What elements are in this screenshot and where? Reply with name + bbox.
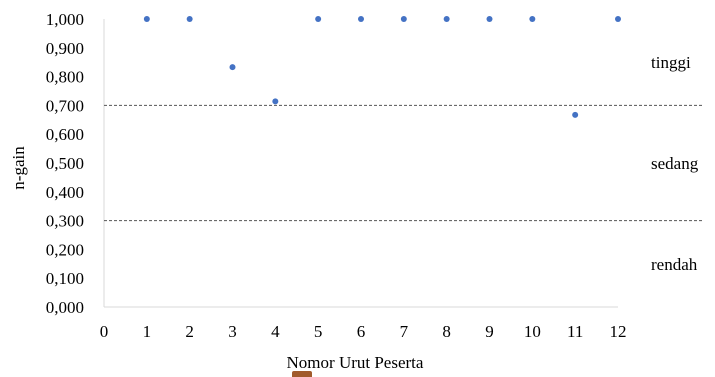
category-label-sedang: sedang xyxy=(651,154,699,173)
y-tick-label: 0,500 xyxy=(46,154,84,173)
x-tick-label: 2 xyxy=(185,322,194,341)
data-point xyxy=(615,16,621,22)
x-tick-label: 11 xyxy=(567,322,583,341)
data-point xyxy=(400,16,407,22)
data-point xyxy=(229,64,236,71)
x-tick-label: 6 xyxy=(357,322,366,341)
data-point xyxy=(315,16,322,22)
y-tick-label: 0,800 xyxy=(46,68,84,87)
x-tick-label: 3 xyxy=(228,322,237,341)
y-axis-title: n-gain xyxy=(9,146,28,190)
x-tick-label: 9 xyxy=(485,322,494,341)
data-point xyxy=(572,111,579,118)
x-tick-label: 1 xyxy=(143,322,152,341)
category-label-rendah: rendah xyxy=(651,255,698,274)
x-tick-label: 4 xyxy=(271,322,280,341)
x-tick-label: 7 xyxy=(400,322,409,341)
cursor-marker xyxy=(292,371,312,377)
data-point xyxy=(358,16,364,22)
x-tick-label: 5 xyxy=(314,322,323,341)
plot-area: 0,000 0,100 0,200 0,300 0,400 0,500 0,600 0,700… xyxy=(46,10,703,341)
data-point xyxy=(443,16,450,22)
data-point xyxy=(272,98,279,105)
x-tick-label: 8 xyxy=(442,322,451,341)
y-tick-label: 0,200 xyxy=(46,240,84,259)
y-tick-label: 1,000 xyxy=(46,10,84,29)
y-tick-label: 0,700 xyxy=(46,96,84,115)
y-tick-label: 0,300 xyxy=(46,212,84,231)
data-point xyxy=(186,16,193,22)
x-tick-label: 12 xyxy=(610,322,627,341)
y-tick-label: 0,000 xyxy=(46,298,84,317)
x-tick-label: 10 xyxy=(524,322,541,341)
x-axis-title: Nomor Urut Peserta xyxy=(287,353,424,372)
data-point xyxy=(486,16,493,22)
y-tick-label: 0,600 xyxy=(46,125,84,144)
y-tick-label: 0,400 xyxy=(46,183,84,202)
data-point xyxy=(143,16,150,22)
y-tick-label: 0,900 xyxy=(46,39,84,58)
category-label-tinggi: tinggi xyxy=(651,53,691,72)
data-point xyxy=(529,16,536,22)
y-tick-label: 0,100 xyxy=(46,269,84,288)
x-tick-label: 0 xyxy=(100,322,109,341)
